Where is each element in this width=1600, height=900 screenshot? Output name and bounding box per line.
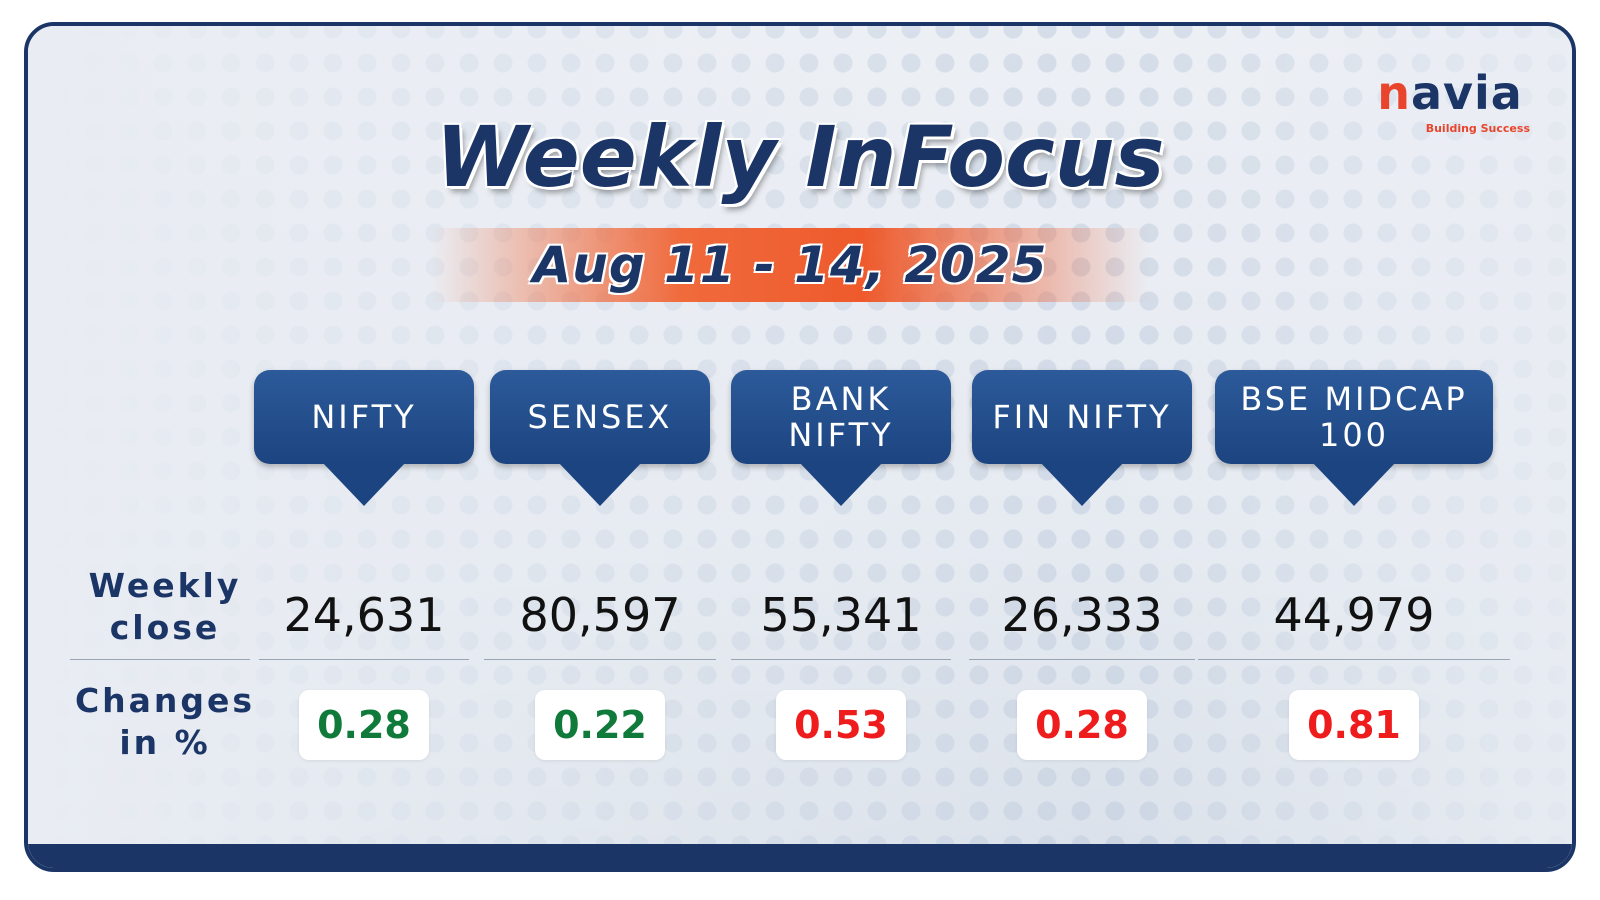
column-header: NIFTY — [254, 370, 474, 464]
date-band — [430, 228, 1150, 302]
weekly-close: 24,631 — [283, 588, 445, 642]
header-pointer — [799, 462, 883, 506]
column-header: BSE MIDCAP 100 — [1215, 370, 1493, 464]
row-rule — [70, 659, 250, 660]
row-rule — [484, 659, 716, 660]
row-rule — [969, 659, 1195, 660]
change-value: 0.28 — [1017, 690, 1147, 760]
footer-bar — [28, 844, 1572, 868]
header-pointer — [558, 462, 642, 506]
column-header: FIN NIFTY — [972, 370, 1192, 464]
weekly-close: 44,979 — [1273, 588, 1435, 642]
change-value: 0.28 — [299, 690, 429, 760]
date: Aug 11 - 14, 2025 — [532, 236, 1048, 294]
weekly-close: 26,333 — [1001, 588, 1163, 642]
weekly-close: 80,597 — [519, 588, 681, 642]
row-label: Changes in % — [74, 681, 256, 762]
header-pointer — [1040, 462, 1124, 506]
row-rule — [1198, 659, 1510, 660]
row-rule — [731, 659, 951, 660]
header-pointer — [1312, 462, 1396, 506]
change-value: 0.81 — [1289, 690, 1419, 760]
change-value: 0.22 — [535, 690, 665, 760]
row-label: Weekly close — [88, 566, 242, 647]
logo: navia — [1377, 66, 1523, 120]
row-rule — [259, 659, 469, 660]
column-header: SENSEX — [490, 370, 710, 464]
header-pointer — [322, 462, 406, 506]
title: Weekly InFocus — [435, 108, 1165, 206]
weekly-close: 55,341 — [760, 588, 922, 642]
column-header: BANK NIFTY — [731, 370, 951, 464]
change-value: 0.53 — [776, 690, 906, 760]
logo-tagline: Building Success — [1425, 122, 1530, 135]
